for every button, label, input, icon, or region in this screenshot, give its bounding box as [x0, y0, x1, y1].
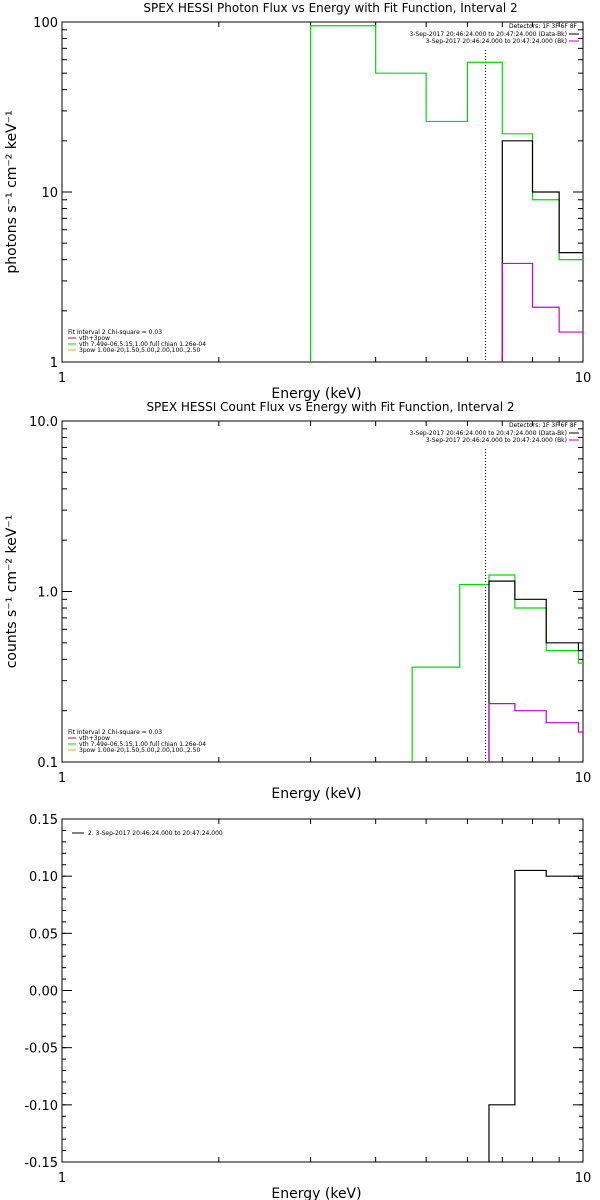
- photon-flux-plot: 1 10 Energy (keV) 1 10 100 photons s⁻¹ cm⁻² ke…: [4, 1, 591, 402]
- y-tick-label: 0.15: [29, 813, 58, 828]
- legend-entry: 3-Sep-2017 20:46:24.000 to 20:47:24.000 …: [426, 437, 567, 444]
- legend-header: Detectors: 1F 3F 6F 8F: [509, 23, 578, 30]
- plot-frame: [61, 818, 584, 1163]
- x-tick-label: 10: [575, 771, 592, 786]
- x-axis-label: Energy (keV): [271, 386, 361, 402]
- y-axis-label: photons s⁻¹ cm⁻² keV⁻¹: [4, 110, 20, 273]
- legend-entry: vth+3pow: [79, 335, 110, 342]
- x-tick-label: 10: [575, 371, 592, 386]
- y-tick-label: 0.00: [29, 985, 58, 1000]
- plot-frame: [61, 21, 584, 363]
- series-line: [411, 574, 583, 762]
- legend-entry: vth 7.49e-06,5.15,1.00 full chian 1.26e-…: [79, 741, 206, 748]
- legend-entry: vth 7.49e-06,5.15,1.00 full chian 1.26e-…: [79, 341, 206, 348]
- legend-entry: 3-Sep-2017 20:46:24.000 to 20:47:24.000 …: [409, 430, 567, 437]
- y-tick-label: 100: [33, 16, 58, 31]
- y-tick-label: 0.1: [37, 756, 58, 771]
- count-flux-plot: 1 10 Energy (keV) 0.1 1.0 10.0 counts s⁻¹ cm⁻²…: [4, 400, 591, 802]
- legend-entry: 2. 3-Sep-2017 20:46:24.000 to 20:47:24.0…: [88, 830, 223, 837]
- chart-title: SPEX HESSI Count Flux vs Energy with Fit…: [146, 400, 514, 414]
- series-line: [488, 580, 583, 762]
- y-tick-label: -0.10: [24, 1099, 58, 1114]
- residual-plot: 1 10 Energy (keV) 0.15 0.10 0.05 0.00 -0.05 -0.1…: [24, 813, 591, 1200]
- legend-entry: vth+3pow: [79, 735, 110, 742]
- legend-entry: 3pow 1.00e-20,1.50,5.00,2.00,100.,2.50: [79, 747, 200, 754]
- y-tick-label: 10.0: [29, 415, 58, 430]
- x-tick-label: 1: [58, 371, 66, 386]
- legend-entry: 3-Sep-2017 20:46:24.000 to 20:47:24.000 …: [409, 31, 567, 38]
- series-line: [488, 869, 583, 1162]
- x-tick-label: 1: [58, 771, 66, 786]
- x-tick-label: 1: [58, 1171, 66, 1186]
- y-tick-label: 1: [50, 356, 58, 371]
- legend-entry: 3-Sep-2017 20:46:24.000 to 20:47:24.000 …: [426, 38, 567, 45]
- chart-title: SPEX HESSI Photon Flux vs Energy with Fi…: [143, 1, 517, 15]
- x-tick-label: 10: [575, 1171, 592, 1186]
- y-axis-label: counts s⁻¹ cm⁻² keV⁻¹: [4, 515, 20, 669]
- series-line: [488, 703, 583, 762]
- y-tick-label: 0.05: [29, 927, 58, 942]
- y-tick-label: -0.05: [24, 1042, 58, 1057]
- plot-frame: [61, 420, 584, 763]
- y-tick-label: 0.10: [29, 870, 58, 885]
- x-axis-label: Energy (keV): [271, 1186, 361, 1200]
- legend-entry: Fit Interval 2 Chi-square = 0.03: [68, 729, 162, 736]
- x-axis-label: Energy (keV): [271, 786, 361, 802]
- series-line: [501, 140, 583, 362]
- y-tick-label: -0.15: [24, 1156, 58, 1171]
- series-line: [309, 25, 583, 362]
- legend-entry: Fit Interval 2 Chi-square = 0.03: [68, 329, 162, 336]
- legend-header: Detectors: 1F 3F 6F 8F: [509, 422, 578, 429]
- y-tick-label: 1.0: [37, 586, 58, 601]
- series-line: [501, 262, 583, 362]
- legend-entry: 3pow 1.00e-20,1.50,5.00,2.00,100.,2.50: [79, 347, 200, 354]
- y-tick-label: 10: [41, 186, 58, 201]
